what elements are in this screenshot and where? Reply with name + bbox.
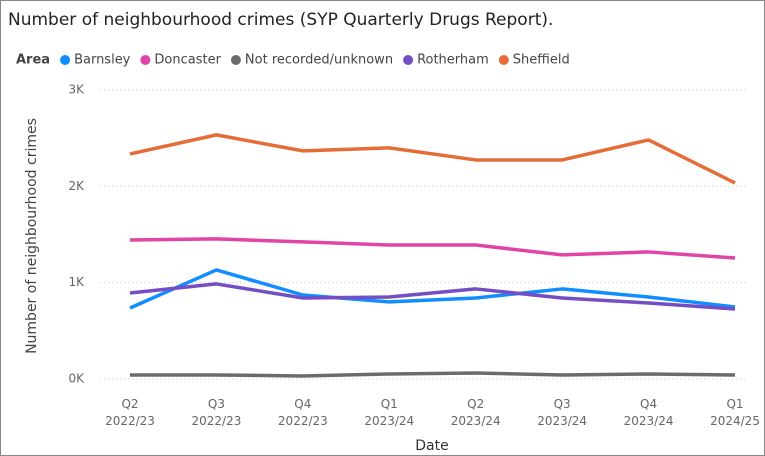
x-tick-label-line: 2024/25: [710, 414, 760, 428]
x-tick-label-line: Q3: [554, 397, 571, 411]
series-line: [129, 133, 736, 185]
x-tick-label-line: Q1: [381, 397, 398, 411]
y-tick-label: 1K: [68, 275, 85, 289]
x-tick-label-line: Q2: [121, 397, 138, 411]
legend-marker: [498, 55, 509, 65]
legend-marker: [60, 55, 71, 65]
y-tick-label: 3K: [68, 83, 85, 97]
x-tick-label: Q2 2023/24: [451, 397, 501, 428]
x-tick-label-line: 2022/23: [105, 414, 155, 428]
x-tick-label: Q4 2023/24: [624, 397, 674, 428]
legend-marker: [230, 55, 241, 65]
x-tick-label: Q3 2023/24: [537, 397, 587, 428]
x-tick-label-line: 2023/24: [451, 414, 501, 428]
y-tick-label: 2K: [68, 179, 85, 193]
legend-label: Not recorded/unknown: [245, 53, 393, 68]
x-tick-label: Q3 2022/23: [191, 397, 241, 428]
legend-marker: [140, 55, 151, 65]
chart-title: Number of neighbourhood crimes (SYP Quar…: [8, 10, 553, 30]
x-tick-label-line: 2022/23: [191, 414, 241, 428]
x-tick-label-line: Q4: [294, 397, 311, 411]
x-tick-label-line: 2022/23: [278, 414, 328, 428]
x-tick-label: Q2 2022/23: [105, 397, 155, 428]
x-tick-label-line: Q3: [208, 397, 225, 411]
series-line: [130, 371, 736, 378]
x-tick-label-line: 2023/24: [624, 414, 674, 428]
x-tick-label-line: 2023/24: [364, 414, 414, 428]
x-tick-label-line: 2023/24: [537, 414, 587, 428]
legend-label: Barnsley: [74, 53, 131, 68]
x-tick-label: Q4 2022/23: [278, 397, 328, 428]
series-line: [129, 282, 736, 311]
series-line: [129, 268, 736, 310]
x-tick-label: Q1 2024/25: [710, 397, 760, 428]
x-axis-label: Date: [415, 438, 448, 454]
x-tick-label-line: Q2: [467, 397, 484, 411]
x-tick-label: Q1 2023/24: [364, 397, 414, 428]
legend-label: Doncaster: [154, 53, 221, 68]
legend-title: Area: [16, 53, 50, 68]
x-tick-label-line: Q4: [640, 397, 657, 411]
legend-marker: [403, 55, 414, 65]
y-axis-label: Number of neighbourhood crimes: [24, 118, 40, 354]
series-line: [129, 237, 736, 260]
y-tick-label: 0K: [68, 372, 85, 386]
legend-label: Sheffield: [513, 53, 570, 68]
legend-label: Rotherham: [417, 53, 489, 68]
x-tick-label-line: Q1: [726, 397, 743, 411]
